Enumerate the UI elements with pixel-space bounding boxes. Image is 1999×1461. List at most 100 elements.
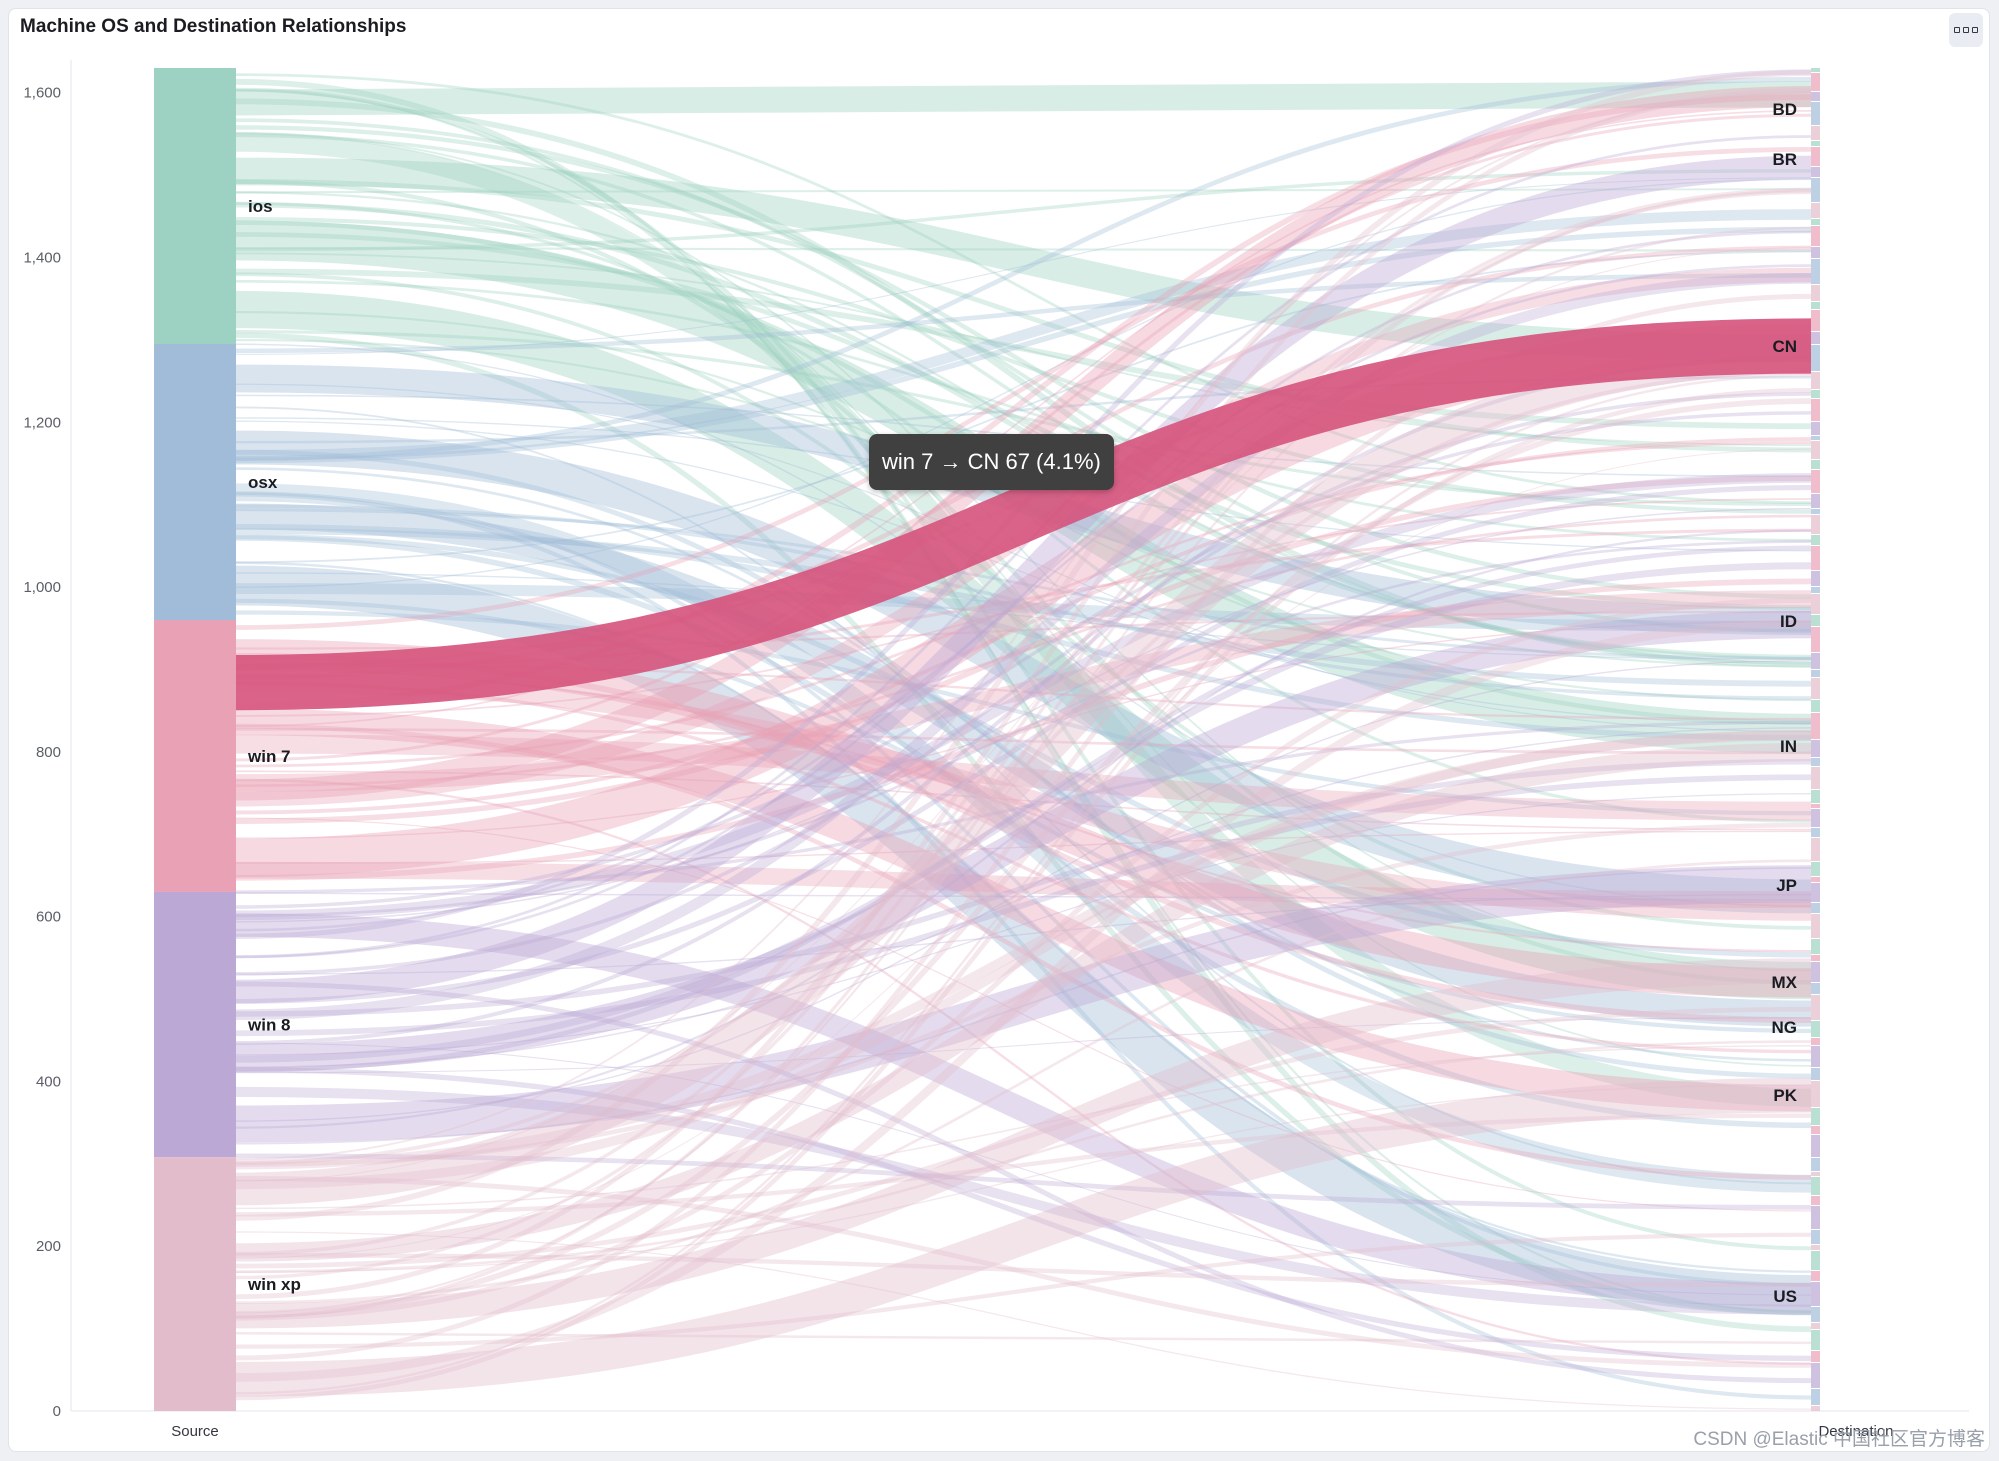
sankey-link[interactable]	[235, 247, 1812, 1182]
sankey-link[interactable]	[235, 202, 1812, 660]
sankey-link[interactable]	[235, 374, 1812, 1395]
sankey-link[interactable]	[235, 1253, 1812, 1287]
destination-node[interactable]	[1811, 332, 1820, 344]
destination-node[interactable]	[1811, 390, 1820, 398]
destination-node[interactable]	[1811, 615, 1820, 626]
destination-node[interactable]	[1811, 1108, 1820, 1125]
sankey-link[interactable]	[235, 535, 1812, 1129]
destination-node[interactable]	[1811, 678, 1820, 699]
destination-node[interactable]	[1811, 141, 1820, 146]
sankey-link[interactable]	[235, 545, 1812, 1073]
sankey-link[interactable]	[235, 774, 1812, 1037]
destination-node[interactable]	[1811, 259, 1820, 284]
destination-node[interactable]	[1811, 509, 1820, 514]
sankey-link[interactable]	[235, 370, 1812, 1166]
sankey-link[interactable]	[235, 620, 1812, 839]
sankey-link[interactable]	[235, 330, 1812, 506]
destination-node[interactable]	[1811, 226, 1820, 246]
panel-options-button[interactable]	[1949, 13, 1983, 47]
sankey-link[interactable]	[235, 226, 1812, 1314]
sankey-link[interactable]	[235, 1086, 1812, 1315]
sankey-link[interactable]	[235, 610, 1812, 816]
destination-node[interactable]	[1811, 535, 1820, 545]
sankey-link[interactable]	[235, 76, 1812, 461]
sankey-link[interactable]	[235, 332, 1812, 1316]
sankey-link[interactable]	[235, 562, 1812, 1063]
destination-node[interactable]	[1811, 1172, 1820, 1176]
sankey-link[interactable]	[235, 230, 1812, 959]
destination-node[interactable]	[1811, 460, 1820, 469]
sankey-link[interactable]	[235, 430, 1812, 914]
sankey-link[interactable]	[235, 793, 1812, 1056]
sankey-link[interactable]	[235, 720, 1812, 894]
sankey-link[interactable]	[235, 178, 1812, 453]
destination-node[interactable]	[1811, 809, 1820, 827]
destination-node[interactable]	[1811, 1230, 1820, 1244]
destination-node[interactable]	[1811, 903, 1820, 913]
sankey-link[interactable]	[235, 1017, 1812, 1074]
destination-node[interactable]	[1811, 1126, 1820, 1134]
sankey-link[interactable]	[235, 770, 1812, 831]
sankey-link[interactable]	[235, 388, 1812, 1401]
destination-node[interactable]	[1811, 862, 1820, 876]
destination-node[interactable]	[1811, 670, 1820, 677]
destination-node[interactable]	[1811, 1206, 1820, 1229]
destination-node[interactable]	[1811, 713, 1820, 739]
sankey-link[interactable]	[235, 1113, 1812, 1217]
sankey-link[interactable]	[235, 226, 1812, 464]
sankey-link[interactable]	[235, 169, 1812, 252]
destination-node[interactable]	[1811, 515, 1820, 534]
destination-node[interactable]	[1811, 939, 1820, 954]
destination-node[interactable]	[1811, 68, 1820, 72]
sankey-link[interactable]	[235, 533, 1812, 958]
sankey-link[interactable]	[235, 406, 1812, 1185]
sankey-link[interactable]	[235, 483, 1812, 1193]
sankey-link[interactable]	[235, 727, 1812, 1069]
destination-node[interactable]	[1811, 767, 1820, 789]
sankey-link[interactable]	[235, 708, 1812, 1112]
destination-node[interactable]	[1811, 203, 1820, 218]
destination-node[interactable]	[1811, 147, 1820, 166]
sankey-link[interactable]	[235, 467, 1812, 1062]
sankey-link[interactable]	[235, 341, 1812, 1206]
sankey-link[interactable]	[235, 1231, 1812, 1410]
destination-node[interactable]	[1811, 914, 1820, 938]
destination-node[interactable]	[1811, 962, 1820, 982]
destination-node[interactable]	[1811, 1046, 1820, 1067]
sankey-link[interactable]	[235, 264, 1812, 932]
destination-node[interactable]	[1811, 1158, 1820, 1171]
sankey-link[interactable]	[235, 187, 1812, 1256]
destination-node[interactable]	[1811, 883, 1820, 902]
sankey-link[interactable]	[235, 610, 1812, 1072]
sankey-link[interactable]	[235, 778, 1812, 1365]
sankey-link[interactable]	[235, 492, 1812, 1400]
sankey-link[interactable]	[235, 1040, 1812, 1273]
sankey-link[interactable]	[235, 91, 1812, 1161]
destination-node[interactable]	[1811, 1135, 1820, 1157]
destination-node[interactable]	[1811, 1330, 1820, 1350]
sankey-link[interactable]	[235, 392, 1812, 976]
destination-node[interactable]	[1811, 1282, 1820, 1306]
sankey-link[interactable]	[235, 189, 1812, 1319]
destination-node[interactable]	[1811, 436, 1820, 440]
sankey-link[interactable]	[235, 958, 1812, 1329]
sankey-link[interactable]	[235, 252, 1812, 447]
destination-node[interactable]	[1811, 399, 1820, 421]
sankey-link[interactable]	[235, 723, 1812, 1180]
sankey-link[interactable]	[235, 1006, 1812, 1269]
sankey-link[interactable]	[235, 859, 1812, 1304]
sankey-link[interactable]	[235, 759, 1812, 1017]
sankey-link[interactable]	[235, 861, 1812, 909]
sankey-link[interactable]	[235, 179, 1812, 985]
destination-node[interactable]	[1811, 1021, 1820, 1037]
sankey-link[interactable]	[235, 822, 1812, 1167]
sankey-link[interactable]	[235, 272, 1812, 930]
destination-node[interactable]	[1811, 828, 1820, 837]
sankey-link[interactable]	[235, 867, 1812, 1145]
destination-node[interactable]	[1811, 345, 1820, 371]
source-node-win-xp[interactable]	[154, 1157, 236, 1411]
destination-node[interactable]	[1811, 740, 1820, 757]
sankey-link[interactable]	[235, 441, 1812, 768]
sankey-link[interactable]	[235, 279, 1812, 542]
destination-node[interactable]	[1811, 219, 1820, 225]
